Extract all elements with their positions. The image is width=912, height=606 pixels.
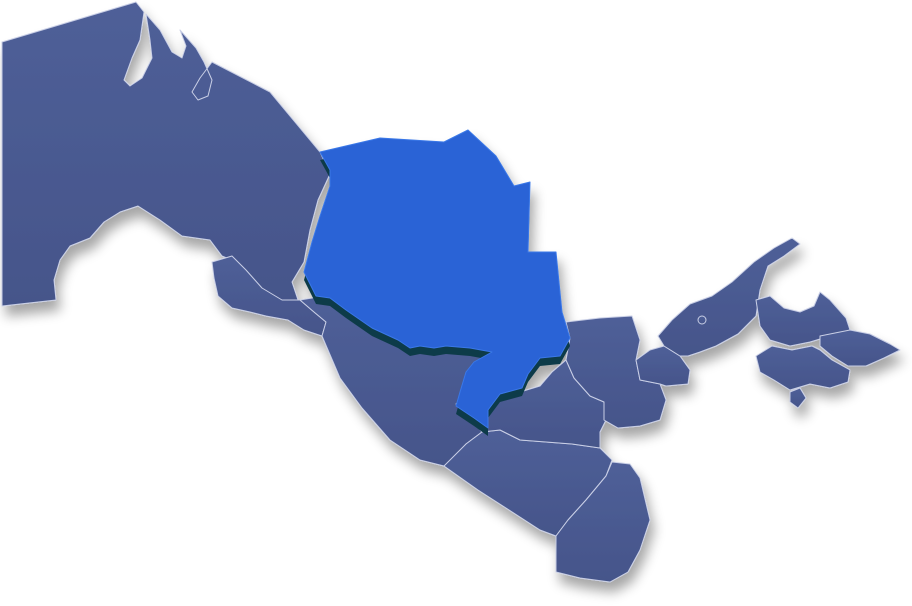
tashkent-region[interactable] — [657, 237, 801, 357]
fergana-region[interactable] — [755, 345, 851, 391]
namangan-region[interactable] — [755, 291, 851, 347]
andijan-region[interactable] — [819, 329, 901, 367]
map-regions-group — [1, 1, 901, 583]
tashkent-city-marker[interactable] — [697, 315, 707, 325]
jizzakh-region[interactable] — [565, 315, 667, 429]
surkhandarya-region[interactable] — [555, 461, 651, 583]
exclave-region — [789, 387, 807, 409]
karakalpakstan-region[interactable] — [1, 1, 331, 307]
syrdarya-region[interactable] — [635, 345, 691, 387]
navoiy-region[interactable] — [303, 129, 571, 429]
